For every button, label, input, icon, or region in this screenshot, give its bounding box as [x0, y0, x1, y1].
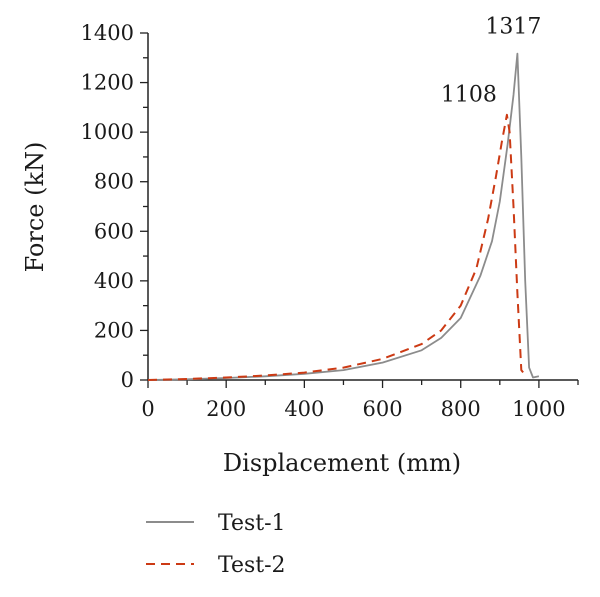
legend: Test-1 Test-2	[146, 511, 286, 578]
x-tick-label: 600	[362, 397, 402, 421]
y-tick-label: 0	[121, 368, 134, 392]
y-tick-label: 1000	[81, 120, 134, 144]
x-tick-label: 200	[206, 397, 246, 421]
x-tick-label: 0	[141, 397, 154, 421]
series-line-2	[147, 113, 526, 381]
annotations: 1317 1108	[441, 15, 542, 108]
y-tick-label: 800	[94, 170, 134, 194]
x-axis-title: Displacement (mm)	[223, 449, 461, 477]
series-line-1	[147, 52, 540, 381]
legend-label-1: Test-1	[218, 511, 286, 536]
x-tick-label: 400	[284, 397, 324, 421]
ticks: 0 200 400 600 800 1000 0 200 400 600 800 1000 1200 14…	[81, 21, 579, 421]
y-tick-label: 200	[94, 318, 134, 342]
y-axis-title: Force (kN)	[21, 142, 49, 273]
peak-annotation: 1108	[441, 82, 497, 107]
x-tick-label: 1000	[512, 397, 565, 421]
legend-label-2: Test-2	[218, 553, 286, 578]
peak-annotation: 1317	[485, 15, 541, 40]
x-tick-label: 800	[441, 397, 481, 421]
y-tick-label: 400	[94, 269, 134, 293]
y-tick-label: 1400	[81, 21, 134, 45]
y-tick-label: 600	[94, 219, 134, 243]
y-tick-label: 1200	[81, 71, 134, 95]
series-lines	[147, 52, 540, 381]
